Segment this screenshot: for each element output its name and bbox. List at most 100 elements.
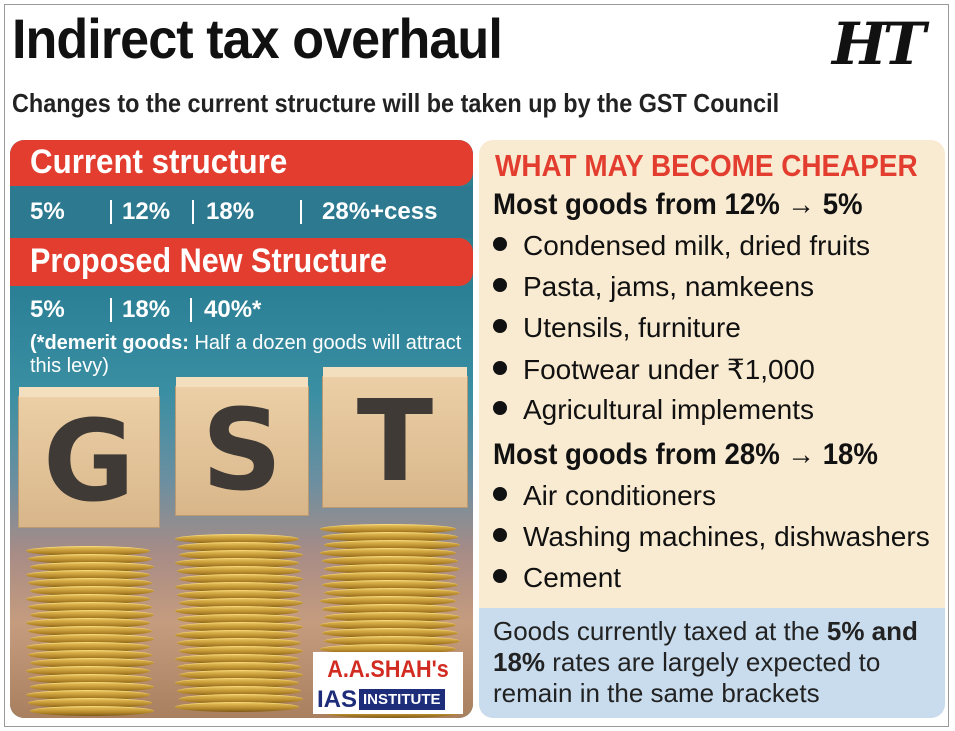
- coin: [30, 562, 154, 572]
- coin: [30, 658, 154, 668]
- cube-top: [19, 387, 159, 397]
- rate-divider: [190, 298, 192, 322]
- bullet-icon: [493, 278, 507, 292]
- coin: [179, 622, 303, 632]
- list-item-label: Condensed milk, dried fruits: [523, 230, 871, 261]
- proposed-rate-1: 5%: [30, 296, 65, 323]
- bracket-note: Goods currently taxed at the 5% and 18% …: [479, 608, 945, 718]
- coin: [179, 694, 303, 704]
- ht-logo: HT: [832, 10, 926, 78]
- coin: [322, 532, 458, 542]
- coin: [28, 698, 152, 708]
- coin: [324, 564, 460, 574]
- coin: [28, 578, 152, 588]
- list-item: Washing machines, dishwashers: [493, 521, 930, 553]
- coin: [179, 574, 303, 584]
- coin: [320, 620, 456, 630]
- group2-heading: Most goods from 28% → 18%: [493, 438, 878, 471]
- list-item-label: Footwear under ₹1,000: [523, 354, 815, 385]
- proposed-structure-header: Proposed New Structure: [10, 238, 473, 286]
- coin: [322, 628, 458, 638]
- coin: [179, 670, 303, 680]
- brand-ias: IAS: [317, 686, 358, 713]
- coin: [179, 598, 303, 608]
- coin: [26, 642, 150, 652]
- coin: [177, 590, 301, 600]
- list-item: Condensed milk, dried fruits: [493, 230, 870, 262]
- coin: [26, 618, 150, 628]
- coin: [28, 602, 152, 612]
- coin: [26, 666, 150, 676]
- coin: [175, 654, 299, 664]
- coin: [30, 586, 154, 596]
- coin: [177, 566, 301, 576]
- cheaper-title: WHAT MAY BECOME CHEAPER: [495, 148, 918, 183]
- coin: [324, 636, 460, 646]
- coin: [175, 630, 299, 640]
- coin: [177, 542, 301, 552]
- coin: [324, 540, 460, 550]
- coin: [26, 546, 150, 556]
- coin: [322, 580, 458, 590]
- current-rate-4: 28%+cess: [322, 198, 438, 225]
- coin: [179, 646, 303, 656]
- bullet-icon: [493, 487, 507, 501]
- coin: [175, 534, 299, 544]
- coin: [177, 662, 301, 672]
- coin: [26, 594, 150, 604]
- gst-cube-t: T: [322, 367, 468, 508]
- list-item: Cement: [493, 562, 621, 594]
- coin: [30, 706, 154, 716]
- proposed-rate-3: 40%*: [204, 296, 262, 323]
- list-item: Pasta, jams, namkeens: [493, 271, 814, 303]
- current-structure-heading: Current structure: [30, 143, 288, 181]
- demerit-footnote: (*demerit goods: Half a dozen goods will…: [30, 332, 473, 378]
- coin: [28, 650, 152, 660]
- cheaper-panel: WHAT MAY BECOME CHEAPER Most goods from …: [479, 140, 945, 718]
- rate-divider: [300, 200, 302, 224]
- coin: [322, 604, 458, 614]
- brand-name: A.A.SHAH's: [327, 656, 449, 683]
- current-structure-header: Current structure: [10, 140, 473, 186]
- bullet-icon: [493, 401, 507, 415]
- cube-letter-g: G: [43, 397, 135, 527]
- bullet-icon: [493, 319, 507, 333]
- current-rate-3: 18%: [206, 198, 255, 225]
- current-rates-row: 5% 12% 18% 28%+cess: [10, 186, 473, 238]
- cube-top: [176, 377, 308, 387]
- coin: [28, 554, 152, 564]
- coin: [179, 550, 303, 560]
- list-item-label: Washing machines, dishwashers: [523, 521, 930, 552]
- current-rate-1: 5%: [30, 198, 65, 225]
- bracket-note-text: Goods currently taxed at the 5% and 18% …: [493, 616, 945, 709]
- footnote-text: Half a dozen goods will attract this lev…: [30, 332, 462, 377]
- list-item: Air conditioners: [493, 480, 716, 512]
- aashah-ias-watermark: A.A.SHAH's IAS INSTITUTE: [313, 652, 463, 714]
- rate-divider: [110, 298, 112, 322]
- list-item: Utensils, furniture: [493, 312, 741, 344]
- list-item-label: Utensils, furniture: [523, 312, 741, 343]
- bullet-icon: [493, 528, 507, 542]
- coin: [177, 638, 301, 648]
- group1-heading: Most goods from 12% → 5%: [493, 188, 863, 221]
- coin: [324, 588, 460, 598]
- coin: [28, 626, 152, 636]
- cube-letter-s: S: [201, 386, 283, 516]
- list-item-label: Agricultural implements: [523, 394, 814, 425]
- structure-panel: Current structure 5% 12% 18% 28%+cess Pr…: [10, 140, 473, 718]
- coin: [175, 558, 299, 568]
- list-item: Agricultural implements: [493, 394, 814, 426]
- proposed-structure-heading: Proposed New Structure: [30, 242, 388, 280]
- coin: [28, 674, 152, 684]
- coin: [30, 610, 154, 620]
- coin: [26, 690, 150, 700]
- proposed-rate-2: 18%: [122, 296, 171, 323]
- rate-divider: [110, 200, 112, 224]
- list-item-label: Cement: [523, 562, 622, 593]
- coin: [177, 686, 301, 696]
- list-item-label: Pasta, jams, namkeens: [523, 271, 815, 302]
- coin: [177, 614, 301, 624]
- cube-top: [323, 367, 467, 377]
- rate-divider: [192, 200, 194, 224]
- proposed-rates-row: 5% 18% 40%*: [10, 296, 473, 330]
